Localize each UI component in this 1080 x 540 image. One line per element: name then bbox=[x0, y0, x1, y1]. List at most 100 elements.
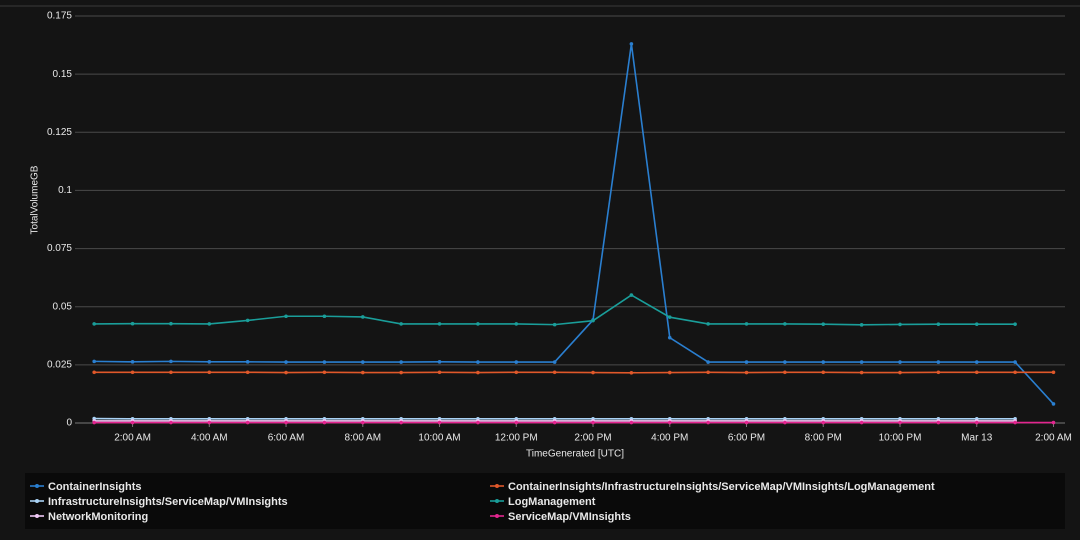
data-point bbox=[629, 42, 634, 46]
data-point bbox=[92, 420, 96, 425]
data-point bbox=[130, 420, 135, 425]
data-point bbox=[667, 315, 672, 319]
data-point bbox=[476, 360, 480, 364]
data-point bbox=[974, 360, 979, 364]
data-point bbox=[514, 322, 519, 326]
data-point bbox=[821, 420, 826, 425]
data-point bbox=[399, 322, 403, 326]
data-point bbox=[360, 360, 365, 364]
data-point bbox=[706, 370, 710, 375]
data-point bbox=[591, 370, 595, 375]
y-tick-label: 0.1 bbox=[58, 185, 72, 196]
data-point bbox=[1013, 420, 1017, 425]
legend-dot bbox=[35, 484, 39, 488]
data-point bbox=[744, 370, 749, 375]
data-point bbox=[898, 370, 902, 375]
y-tick-label: 0.075 bbox=[47, 243, 72, 254]
y-tick-label: 0.125 bbox=[47, 127, 72, 138]
data-point bbox=[514, 360, 519, 364]
data-point bbox=[360, 420, 365, 425]
x-tick-label: 6:00 AM bbox=[268, 433, 305, 444]
data-point bbox=[322, 314, 327, 319]
x-tick-label: 2:00 AM bbox=[114, 433, 151, 444]
legend-label: InfrastructureInsights/ServiceMap/VMInsi… bbox=[48, 496, 288, 508]
data-point bbox=[783, 360, 787, 364]
data-point bbox=[898, 360, 902, 364]
data-point bbox=[514, 370, 519, 375]
data-point bbox=[284, 370, 288, 375]
data-point bbox=[245, 318, 250, 323]
data-point bbox=[859, 370, 864, 375]
data-point bbox=[744, 360, 749, 364]
x-tick-label: 12:00 PM bbox=[495, 433, 538, 444]
data-point bbox=[514, 420, 519, 425]
data-point bbox=[92, 359, 96, 364]
data-point bbox=[821, 370, 826, 375]
data-point bbox=[207, 360, 212, 364]
legend-dot bbox=[495, 514, 499, 518]
y-tick-label: 0 bbox=[66, 418, 72, 429]
x-tick-label: 10:00 AM bbox=[418, 433, 460, 444]
y-tick-label: 0.05 bbox=[53, 301, 73, 312]
data-point bbox=[974, 370, 979, 375]
series-line bbox=[94, 43, 1055, 405]
data-point bbox=[1013, 322, 1017, 326]
x-tick-label: Mar 13 bbox=[961, 433, 993, 444]
data-point bbox=[821, 322, 826, 326]
data-point bbox=[245, 360, 250, 364]
x-tick-label: 2:00 PM bbox=[574, 433, 611, 444]
legend-label: NetworkMonitoring bbox=[48, 511, 148, 523]
data-point bbox=[360, 370, 365, 375]
data-point bbox=[322, 370, 327, 375]
data-point bbox=[974, 322, 979, 326]
legend-dot bbox=[35, 499, 39, 503]
data-point bbox=[629, 293, 634, 297]
data-point bbox=[859, 360, 864, 364]
data-point bbox=[552, 370, 557, 375]
data-point bbox=[92, 370, 96, 375]
data-point bbox=[552, 360, 557, 364]
data-point bbox=[552, 420, 557, 425]
data-point bbox=[667, 420, 672, 425]
data-point bbox=[437, 360, 442, 364]
data-point bbox=[245, 420, 250, 425]
legend-dot bbox=[495, 484, 499, 488]
data-point bbox=[437, 420, 442, 425]
data-point bbox=[284, 314, 288, 319]
data-point bbox=[207, 322, 212, 326]
data-point bbox=[399, 420, 403, 425]
data-point bbox=[706, 360, 710, 364]
data-point bbox=[974, 420, 979, 425]
data-point bbox=[936, 322, 941, 326]
data-point bbox=[399, 370, 403, 375]
data-point bbox=[437, 322, 442, 326]
data-point bbox=[169, 359, 173, 364]
data-point bbox=[1013, 360, 1017, 364]
data-point bbox=[1051, 420, 1056, 425]
legend-box bbox=[25, 473, 1065, 529]
data-point bbox=[399, 360, 403, 364]
legend-dot bbox=[35, 514, 39, 518]
data-point bbox=[783, 370, 787, 375]
legend-dot bbox=[495, 499, 499, 503]
data-point bbox=[859, 420, 864, 425]
data-point bbox=[591, 318, 595, 323]
data-point bbox=[783, 322, 787, 326]
x-tick-label: 8:00 AM bbox=[344, 433, 381, 444]
x-tick-label: 2:00 AM bbox=[1035, 433, 1072, 444]
data-point bbox=[130, 370, 135, 375]
x-tick-label: 6:00 PM bbox=[728, 433, 765, 444]
data-point bbox=[130, 321, 135, 326]
data-point bbox=[437, 370, 442, 375]
data-point bbox=[1051, 402, 1056, 406]
data-point bbox=[629, 420, 634, 425]
data-point bbox=[821, 360, 826, 364]
data-point bbox=[783, 420, 787, 425]
data-point bbox=[284, 420, 288, 425]
data-point bbox=[169, 321, 173, 326]
data-point bbox=[207, 420, 212, 425]
data-point bbox=[706, 322, 710, 326]
data-point bbox=[667, 370, 672, 375]
data-point bbox=[322, 420, 327, 425]
